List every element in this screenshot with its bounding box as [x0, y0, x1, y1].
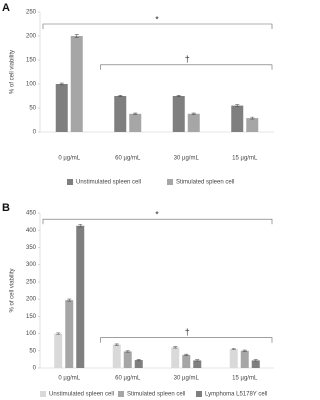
bar — [193, 360, 202, 368]
annotation: * — [155, 14, 159, 24]
bracket — [42, 23, 273, 29]
error-bar — [242, 349, 247, 352]
error-bar — [136, 359, 141, 362]
bar — [246, 118, 259, 132]
figure: A % of cell viability 0 50 100 150 200 250 0 µg/… — [2, 2, 274, 398]
legend-swatch — [40, 391, 46, 397]
bracket — [42, 218, 273, 225]
error-bar — [56, 332, 61, 335]
y-tick-label: 400 — [26, 228, 37, 234]
y-tick-label: 100 — [26, 331, 37, 337]
bar — [55, 84, 68, 132]
error-bar — [191, 112, 196, 115]
panel-label: A — [2, 2, 10, 14]
panel-label: B — [2, 202, 10, 214]
legend-label: Stimulated spleen cell — [127, 392, 185, 398]
annotation: † — [185, 54, 190, 64]
error-bar — [114, 343, 119, 346]
y-axis-label: % of cell viability — [10, 268, 16, 312]
error-bar — [118, 94, 123, 98]
annotation: † — [185, 327, 190, 337]
y-tick-label: 200 — [26, 34, 37, 40]
annotation: * — [155, 210, 159, 220]
bar — [187, 113, 200, 132]
y-axis-label: % of cell viability — [10, 50, 16, 94]
x-tick-label: 60 µg/mL — [115, 156, 141, 162]
error-bar — [195, 359, 200, 362]
bar — [70, 36, 83, 132]
bar — [134, 360, 143, 368]
error-bar — [125, 350, 130, 353]
legend-swatch — [67, 179, 73, 185]
legend-swatch — [118, 391, 124, 397]
y-tick-label: 50 — [29, 348, 36, 354]
bar — [76, 225, 85, 368]
y-tick-label: 100 — [26, 82, 37, 88]
y-tick-label: 0 — [33, 130, 37, 136]
x-tick-label: 0 µg/mL — [58, 376, 80, 382]
bar — [240, 350, 249, 368]
y-tick-label: 350 — [26, 245, 37, 251]
bar — [172, 96, 185, 132]
bar — [229, 349, 238, 368]
y-tick-label: 150 — [26, 58, 37, 64]
bar — [129, 113, 142, 132]
bar — [114, 96, 127, 132]
x-tick-label: 30 µg/mL — [174, 376, 200, 382]
bar — [251, 360, 260, 368]
y-tick-label: 200 — [26, 297, 37, 303]
y-tick-label: 150 — [26, 314, 37, 320]
bar — [112, 344, 121, 368]
y-tick-label: 250 — [26, 279, 37, 285]
y-tick-label: 50 — [29, 106, 36, 112]
error-bar — [250, 116, 255, 120]
bar — [231, 105, 244, 132]
error-bar — [176, 94, 181, 98]
x-tick-label: 0 µg/mL — [58, 156, 80, 162]
error-bar — [231, 348, 236, 351]
legend-swatch — [196, 391, 202, 397]
error-bar — [67, 298, 72, 302]
x-tick-label: 15 µg/mL — [232, 156, 258, 162]
y-tick-label: 450 — [26, 211, 37, 217]
legend-swatch — [167, 179, 173, 185]
y-tick-label: 0 — [33, 366, 37, 372]
y-tick-label: 250 — [26, 10, 37, 16]
bar — [123, 351, 132, 368]
error-bar — [74, 34, 79, 38]
legend-label: Unstimulated spleen cell — [76, 180, 141, 186]
bar — [171, 347, 180, 368]
bar — [54, 333, 63, 368]
x-tick-label: 60 µg/mL — [115, 376, 141, 382]
bar — [182, 354, 191, 368]
error-bar — [78, 224, 83, 228]
error-bar — [133, 112, 138, 115]
legend-label: Lymphoma L5178Y cell — [205, 392, 267, 398]
error-bar — [173, 346, 178, 349]
error-bar — [184, 353, 189, 356]
bar — [65, 300, 74, 368]
x-tick-label: 15 µg/mL — [232, 376, 258, 382]
legend-label: Stimulated spleen cell — [176, 180, 234, 186]
y-tick-label: 300 — [26, 262, 37, 268]
error-bar — [235, 104, 240, 107]
bracket — [100, 64, 273, 70]
error-bar — [59, 82, 64, 86]
error-bar — [253, 359, 258, 362]
legend-label: Unstimulated spleen cell — [49, 392, 114, 398]
bracket — [100, 337, 273, 343]
x-tick-label: 30 µg/mL — [174, 156, 200, 162]
